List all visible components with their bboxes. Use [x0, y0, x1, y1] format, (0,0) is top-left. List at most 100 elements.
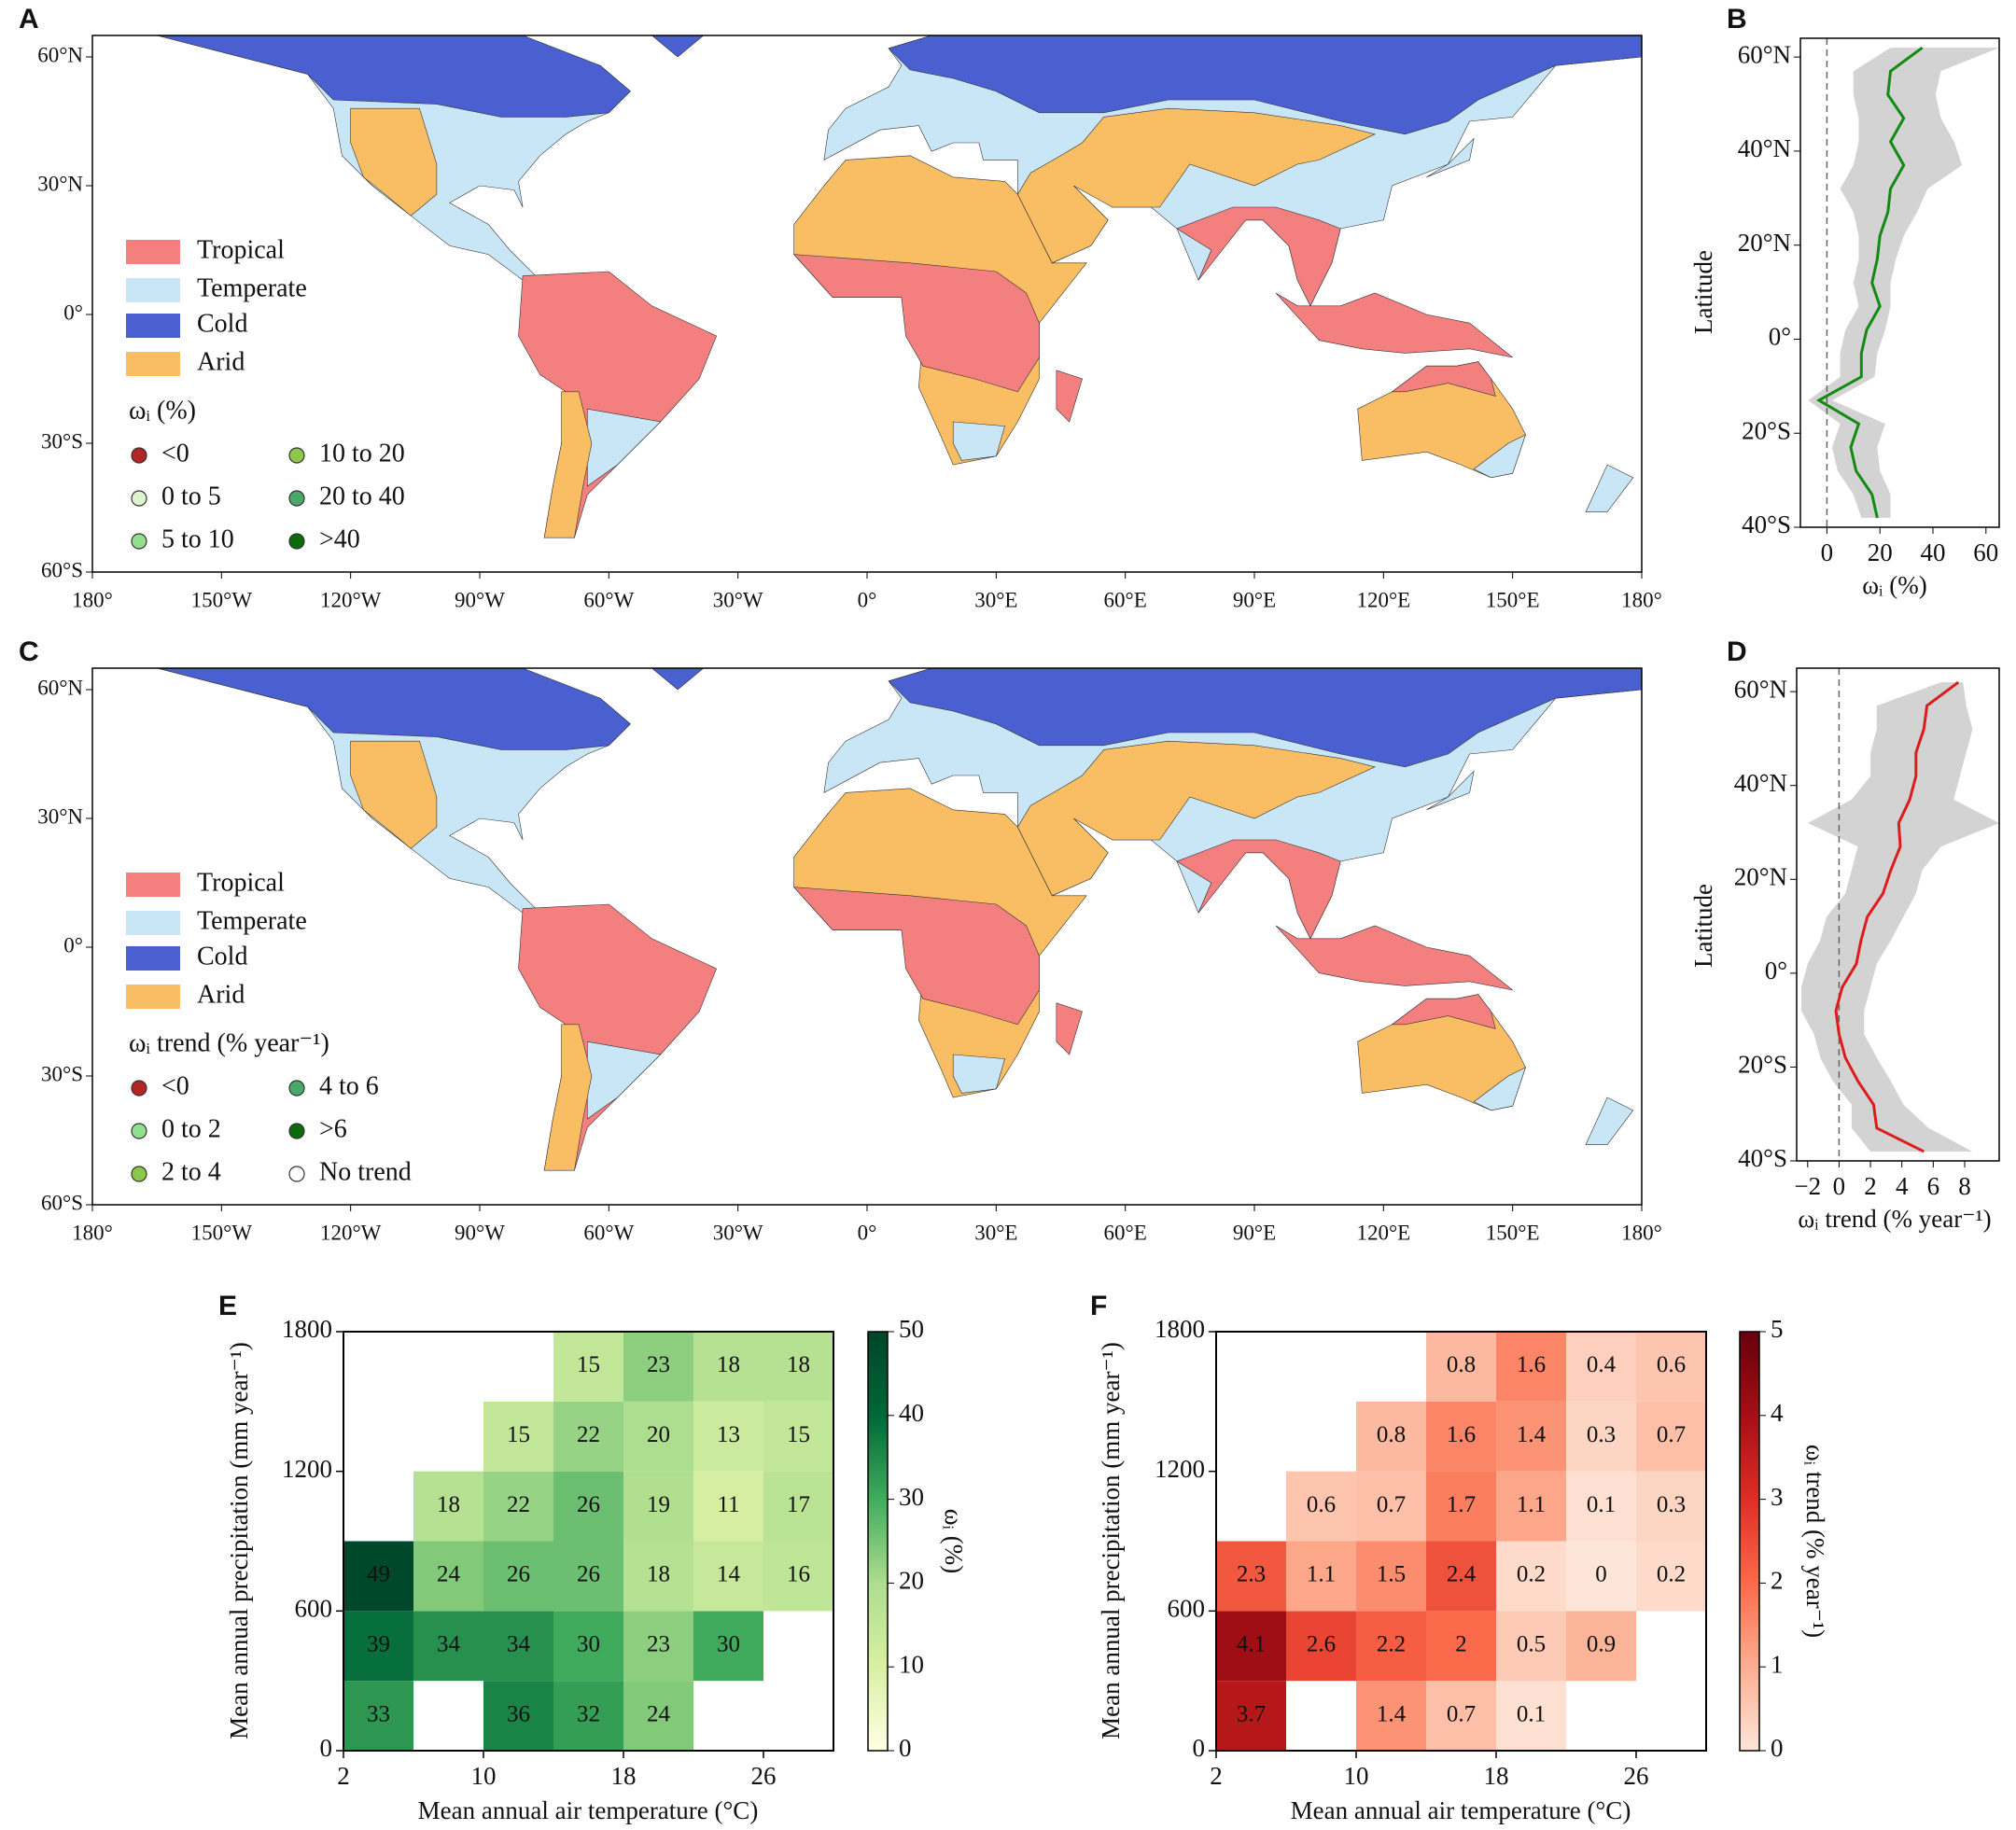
y-axis-label: Mean annual precipitation (mm year⁻¹) [225, 1342, 253, 1739]
x-tick-label: −2 [1794, 1172, 1821, 1200]
legend-label: Tropical [197, 868, 285, 897]
cell-label: 2.4 [1447, 1562, 1477, 1587]
y-tick-label: 0 [320, 1734, 333, 1762]
cell-label: 13 [717, 1422, 740, 1447]
colorbar-tick-label: 0 [1771, 1734, 1784, 1762]
heat-cell [693, 1401, 763, 1472]
heat-cell [763, 1541, 833, 1612]
cell-label: 15 [787, 1422, 810, 1447]
x-tick-label: 0° [858, 588, 877, 611]
legend-label: Cold [197, 942, 247, 971]
y-tick-label: 30°S [41, 1062, 83, 1085]
colorbar-tick-label: 40 [899, 1399, 924, 1427]
land-zone [1176, 206, 1341, 307]
land-zone [350, 740, 438, 849]
cell-label: 22 [507, 1492, 530, 1517]
y-tick-label: 1200 [282, 1455, 332, 1483]
legend-label: >6 [319, 1114, 347, 1143]
land-zone [651, 35, 705, 58]
cell-label: 18 [437, 1492, 460, 1517]
cell-label: 20 [647, 1422, 670, 1447]
cell-label: 0.2 [1517, 1562, 1546, 1587]
heat-cell [1426, 1681, 1496, 1751]
colorbar-tick-label: 10 [899, 1650, 924, 1678]
cell-label: 2.2 [1377, 1631, 1406, 1656]
cell-label: 19 [647, 1492, 670, 1517]
heat-cell [1356, 1471, 1426, 1542]
cell-label: 34 [437, 1631, 461, 1656]
cell-label: 1.6 [1517, 1352, 1546, 1377]
cell-label: 49 [367, 1562, 390, 1587]
legend-label: 0 to 5 [161, 482, 221, 510]
x-tick-label: 20 [1868, 538, 1893, 566]
cell-label: 30 [717, 1631, 740, 1656]
legend-label: <0 [161, 439, 189, 468]
axes-frame [1796, 667, 2000, 1162]
heat-cell [1426, 1401, 1496, 1472]
x-tick-label: 60°E [1104, 1221, 1147, 1244]
heat-cell [1286, 1471, 1356, 1542]
y-tick-label: 30°N [37, 172, 83, 195]
cell-label: 4.1 [1237, 1631, 1266, 1656]
y-tick-label: 0° [1769, 323, 1791, 351]
heat-cell [1426, 1611, 1496, 1682]
cell-label: 1.7 [1447, 1492, 1476, 1517]
heat-cell [1216, 1611, 1286, 1682]
panel-label: D [1727, 636, 1747, 667]
y-tick-label: 30°S [41, 429, 83, 453]
cell-label: 0.7 [1447, 1701, 1476, 1726]
legend-marker [288, 533, 305, 550]
cell-label: 14 [717, 1562, 741, 1587]
colorbar-tick-label: 20 [899, 1567, 924, 1595]
legend-label: >40 [319, 524, 360, 553]
heat-cell [623, 1681, 693, 1751]
legend-marker [288, 1080, 305, 1097]
y-tick-label: 20°N [1738, 229, 1791, 257]
y-tick-label: 600 [295, 1595, 333, 1623]
x-tick-label: 8 [1958, 1172, 1971, 1200]
heat-cell [483, 1541, 553, 1612]
x-tick-label: 30°E [974, 1221, 1017, 1244]
x-tick-label: 10 [471, 1762, 497, 1790]
axes-frame [343, 1331, 834, 1752]
colorbar-tick-label: 2 [1771, 1567, 1784, 1595]
heat-cell [623, 1471, 693, 1542]
profile-line [1815, 46, 1924, 519]
heat-cell [1566, 1541, 1636, 1612]
legend-title: ωᵢ trend (% year⁻¹) [129, 1028, 329, 1057]
heat-cell [1216, 1681, 1286, 1751]
land-zone [888, 668, 1642, 768]
x-tick-label: 120°E [1356, 1221, 1410, 1244]
heat-cell [693, 1332, 763, 1402]
colorbar-tick-label: 30 [899, 1483, 924, 1511]
legend-label: No trend [319, 1157, 412, 1186]
cell-label: 2.6 [1307, 1631, 1336, 1656]
x-tick-label: 30°W [713, 588, 763, 611]
cell-label: 15 [577, 1352, 600, 1377]
heat-cell [623, 1332, 693, 1402]
cell-label: 0.1 [1517, 1701, 1546, 1726]
y-tick-label: 0 [1193, 1734, 1206, 1762]
legend-marker [131, 1080, 147, 1097]
heat-cell [1636, 1471, 1706, 1542]
y-tick-label: 1800 [282, 1315, 332, 1343]
y-axis-label: Latitude [1689, 884, 1717, 968]
land-zone [1473, 1067, 1527, 1111]
cell-label: 0.8 [1447, 1352, 1476, 1377]
legend-swatch [126, 873, 180, 897]
heat-cell [1286, 1541, 1356, 1612]
cell-label: 0 [1595, 1562, 1607, 1587]
colorbar-label: ωᵢ trend (% year⁻¹) [1801, 1445, 1829, 1638]
legend-label: Tropical [197, 235, 285, 264]
legend-swatch [126, 314, 180, 338]
x-tick-label: 30°E [974, 588, 1017, 611]
legend-marker [288, 447, 305, 464]
y-tick-label: 60°S [41, 558, 83, 581]
heat-cell [623, 1611, 693, 1682]
x-tick-label: 18 [611, 1762, 637, 1790]
axes-frame [1215, 1331, 1707, 1752]
heat-cell [343, 1681, 413, 1751]
legend-marker [131, 1166, 147, 1182]
land-zone [1426, 137, 1475, 178]
